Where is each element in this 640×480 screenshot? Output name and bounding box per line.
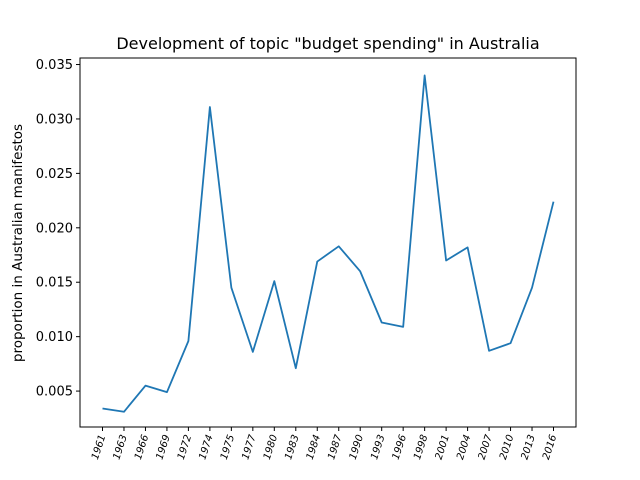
x-tick-label: 1961 bbox=[90, 434, 108, 462]
x-tick-label: 1996 bbox=[391, 434, 409, 462]
x-tick-label: 2013 bbox=[520, 434, 538, 462]
x-axis: 1961 1963 1966 1969 1972 1974 1975 1977 1980 1983… bbox=[90, 427, 559, 461]
x-tick-label: 1974 bbox=[197, 434, 215, 462]
x-tick-label: 1963 bbox=[112, 434, 130, 462]
plot-frame bbox=[79, 57, 577, 428]
x-tick-label: 2007 bbox=[477, 433, 496, 461]
y-tick-label: 0.030 bbox=[36, 112, 73, 127]
x-tick-label: 1980 bbox=[262, 434, 280, 462]
x-tick-label: 1990 bbox=[348, 434, 366, 462]
y-tick-label: 0.025 bbox=[36, 167, 73, 182]
x-tick-label: 1983 bbox=[283, 434, 301, 462]
y-tick-label: 0.020 bbox=[36, 221, 73, 236]
x-tick-label: 2004 bbox=[455, 434, 473, 462]
x-tick-label: 1966 bbox=[133, 434, 151, 462]
y-axis-label: proportion in Australian manifestos bbox=[10, 124, 26, 362]
x-tick-label: 1972 bbox=[176, 434, 194, 462]
y-axis: 0.005 0.010 0.015 0.020 0.025 0.030 0.035 bbox=[36, 58, 80, 400]
x-tick-label: 2010 bbox=[498, 434, 516, 462]
x-tick-label: 1975 bbox=[219, 434, 237, 462]
x-tick-label: 1993 bbox=[369, 434, 387, 462]
y-tick-label: 0.005 bbox=[36, 385, 73, 400]
x-tick-label: 1984 bbox=[305, 434, 323, 462]
x-tick-label: 2016 bbox=[541, 434, 559, 462]
y-tick-label: 0.010 bbox=[36, 330, 73, 345]
x-tick-label: 2001 bbox=[434, 434, 452, 462]
x-tick-label: 1977 bbox=[240, 433, 259, 461]
chart-title: Development of topic "budget spending" i… bbox=[116, 34, 539, 53]
x-tick-label: 1998 bbox=[412, 434, 430, 462]
series-line bbox=[102, 74, 555, 413]
x-tick-label: 1969 bbox=[154, 434, 172, 462]
y-tick-label: 0.015 bbox=[36, 276, 73, 291]
x-tick-label: 1987 bbox=[326, 433, 345, 461]
y-tick-label: 0.035 bbox=[36, 58, 73, 73]
